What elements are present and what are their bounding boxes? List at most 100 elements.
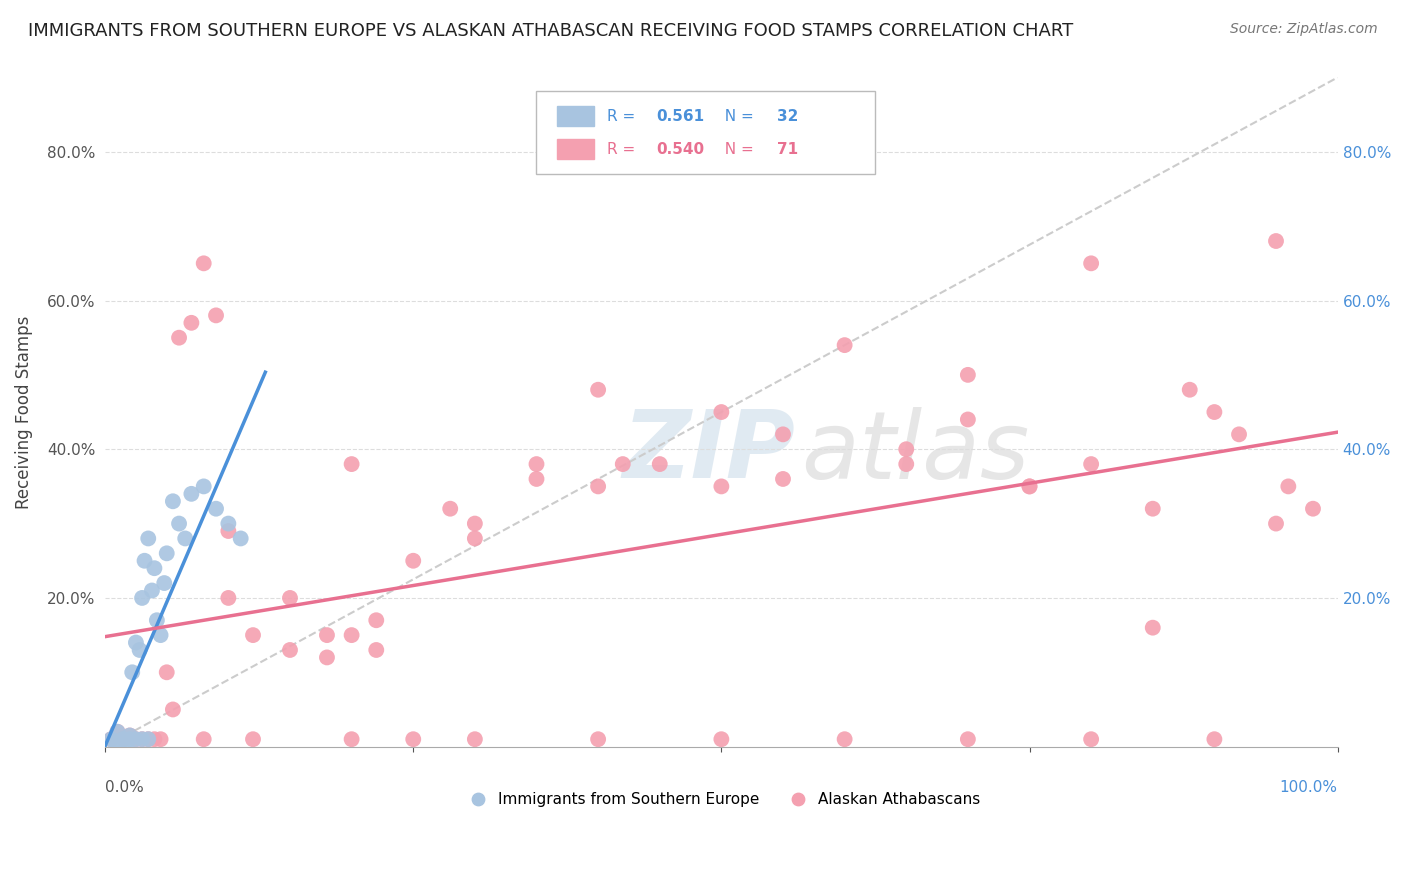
Point	[278, 643, 301, 657]
Point	[1204, 732, 1226, 747]
Point	[1018, 479, 1040, 493]
Point	[117, 736, 139, 750]
Point	[167, 516, 190, 531]
Point	[648, 457, 671, 471]
Point	[526, 457, 548, 471]
Point	[205, 309, 228, 323]
Point	[141, 583, 163, 598]
Point	[118, 732, 141, 747]
Point	[242, 628, 264, 642]
Text: R =: R =	[607, 142, 640, 156]
Y-axis label: Receiving Food Stamps: Receiving Food Stamps	[15, 316, 32, 508]
Point	[162, 702, 184, 716]
Point	[156, 546, 179, 560]
Point	[340, 732, 363, 747]
Point	[131, 591, 153, 605]
Point	[167, 331, 190, 345]
Text: N =: N =	[716, 109, 759, 124]
Point	[128, 643, 150, 657]
Text: 0.540: 0.540	[657, 142, 704, 156]
Point	[229, 532, 252, 546]
Point	[316, 628, 339, 642]
Point	[834, 732, 856, 747]
Point	[143, 732, 166, 747]
Point	[439, 501, 461, 516]
Point	[104, 736, 127, 750]
Point	[112, 732, 135, 747]
Point	[1142, 501, 1164, 516]
Text: Source: ZipAtlas.com: Source: ZipAtlas.com	[1230, 22, 1378, 37]
Point	[100, 732, 122, 747]
Bar	[557, 106, 595, 127]
Point	[107, 724, 129, 739]
Point	[149, 628, 172, 642]
Point	[156, 665, 179, 680]
Text: 71: 71	[778, 142, 799, 156]
Point	[125, 635, 148, 649]
Text: 100.0%: 100.0%	[1279, 780, 1337, 795]
Point	[956, 732, 979, 747]
Text: ZIP: ZIP	[623, 406, 796, 499]
Point	[143, 561, 166, 575]
Point	[1178, 383, 1201, 397]
Text: N =: N =	[716, 142, 759, 156]
Point	[710, 405, 733, 419]
Point	[772, 472, 794, 486]
Point	[217, 524, 239, 538]
Point	[1018, 479, 1040, 493]
Text: 32: 32	[778, 109, 799, 124]
Point	[180, 487, 202, 501]
Point	[1265, 516, 1288, 531]
Point	[121, 665, 143, 680]
Point	[956, 412, 979, 426]
Point	[112, 732, 135, 747]
Text: IMMIGRANTS FROM SOUTHERN EUROPE VS ALASKAN ATHABASCAN RECEIVING FOOD STAMPS CORR: IMMIGRANTS FROM SOUTHERN EUROPE VS ALASK…	[28, 22, 1073, 40]
Text: R =: R =	[607, 109, 640, 124]
Point	[1227, 427, 1250, 442]
Point	[112, 732, 135, 747]
Point	[205, 501, 228, 516]
Point	[162, 494, 184, 508]
Point	[896, 442, 918, 457]
Point	[125, 732, 148, 747]
Point	[108, 736, 131, 750]
Point	[125, 732, 148, 747]
Point	[340, 628, 363, 642]
Point	[1204, 405, 1226, 419]
Point	[136, 532, 159, 546]
Point	[134, 554, 156, 568]
Point	[1080, 732, 1102, 747]
Point	[131, 732, 153, 747]
Point	[772, 427, 794, 442]
Point	[834, 338, 856, 352]
Point	[107, 724, 129, 739]
Point	[366, 643, 388, 657]
Bar	[557, 139, 595, 159]
Point	[278, 591, 301, 605]
Legend: Immigrants from Southern Europe, Alaskan Athabascans: Immigrants from Southern Europe, Alaskan…	[457, 785, 986, 813]
Point	[464, 516, 486, 531]
Point	[149, 732, 172, 747]
Point	[612, 457, 634, 471]
Point	[180, 316, 202, 330]
Point	[146, 613, 169, 627]
Text: 0.561: 0.561	[657, 109, 704, 124]
Point	[464, 732, 486, 747]
Point	[242, 732, 264, 747]
Point	[153, 576, 176, 591]
Point	[136, 732, 159, 747]
Point	[586, 383, 609, 397]
Point	[710, 732, 733, 747]
Point	[956, 368, 979, 382]
Point	[217, 591, 239, 605]
Point	[586, 479, 609, 493]
Point	[896, 457, 918, 471]
Point	[316, 650, 339, 665]
Point	[586, 732, 609, 747]
Point	[136, 732, 159, 747]
Point	[1265, 234, 1288, 248]
Point	[366, 613, 388, 627]
Point	[174, 532, 197, 546]
Point	[1142, 621, 1164, 635]
Point	[193, 256, 215, 270]
